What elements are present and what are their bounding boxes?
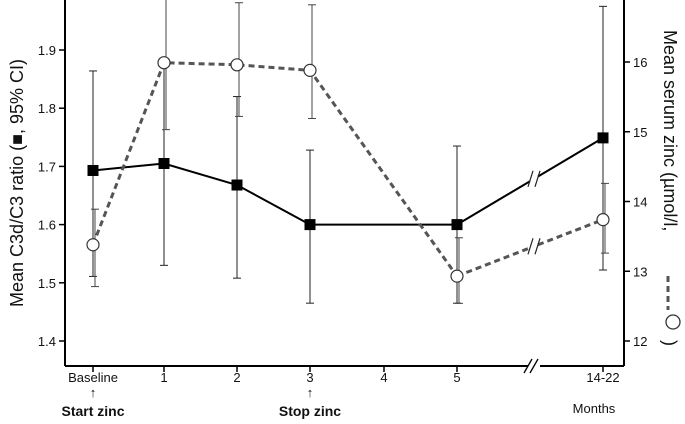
- zinc-series-line-before-break: [456, 246, 531, 278]
- annotation-arrow: ↑: [307, 385, 314, 400]
- x-axis-break: [523, 358, 539, 374]
- zinc-ci-bar: [308, 4, 316, 119]
- left-tick-label: 1.5: [38, 276, 56, 291]
- x-tick-label: 4: [380, 370, 387, 385]
- x-tick-label: Baseline: [68, 370, 118, 385]
- x-tick-label: 1: [160, 370, 167, 385]
- ratio-point: [231, 179, 243, 191]
- right-tick-label: 16: [633, 55, 647, 70]
- left-axis-title: Mean C3d/C3 ratio (■, 95% CI): [7, 59, 27, 307]
- left-tick-label: 1.4: [38, 334, 56, 349]
- right-axis-title-text: Mean serum zinc (µmol/l,: [660, 30, 680, 231]
- right-tick-label: 15: [633, 125, 647, 140]
- zinc-point: [157, 56, 171, 70]
- ratio-point: [451, 219, 463, 231]
- x-tick-label: 5: [453, 370, 460, 385]
- right-tick-label: 14: [633, 195, 647, 210]
- left-tick-label: 1.6: [38, 218, 56, 233]
- ratio-point: [158, 157, 170, 169]
- annotation-label: Start zinc: [61, 403, 124, 419]
- right-axis-legend-circle: [665, 314, 681, 330]
- zinc-line-break: [527, 238, 541, 255]
- ratio-point: [87, 164, 99, 176]
- zinc-series-line-after-break: [537, 218, 604, 247]
- annotation-label: Stop zinc: [279, 403, 341, 419]
- zinc-point: [303, 63, 317, 77]
- zinc-point: [596, 213, 610, 227]
- zinc-point: [86, 238, 100, 252]
- right-axis-title: Mean serum zinc (µmol/l, ): [660, 30, 681, 346]
- ratio-series-line-before-break: [456, 180, 531, 226]
- x-axis-title: Months: [573, 401, 616, 416]
- zinc-point: [450, 269, 464, 283]
- left-tick-label: 1.7: [38, 159, 56, 174]
- right-axis-title-suffix: ): [660, 340, 680, 346]
- right-tick-label: 12: [633, 334, 647, 349]
- ratio-point: [304, 219, 316, 231]
- zinc-point: [230, 58, 244, 72]
- x-tick-label: 3: [306, 370, 313, 385]
- annotation-arrow: ↑: [90, 385, 97, 400]
- right-tick-label: 13: [633, 264, 647, 279]
- ratio-line-break: [527, 170, 541, 188]
- x-tick-label: 14-22: [586, 370, 619, 385]
- left-tick-label: 1.8: [38, 101, 56, 116]
- ratio-series-line: [92, 162, 457, 226]
- ratio-point: [597, 132, 609, 144]
- left-tick-label: 1.9: [38, 43, 56, 58]
- ratio-series-line-after-break: [537, 137, 604, 178]
- x-tick-label: 2: [233, 370, 240, 385]
- zinc-series-line: [91, 61, 459, 278]
